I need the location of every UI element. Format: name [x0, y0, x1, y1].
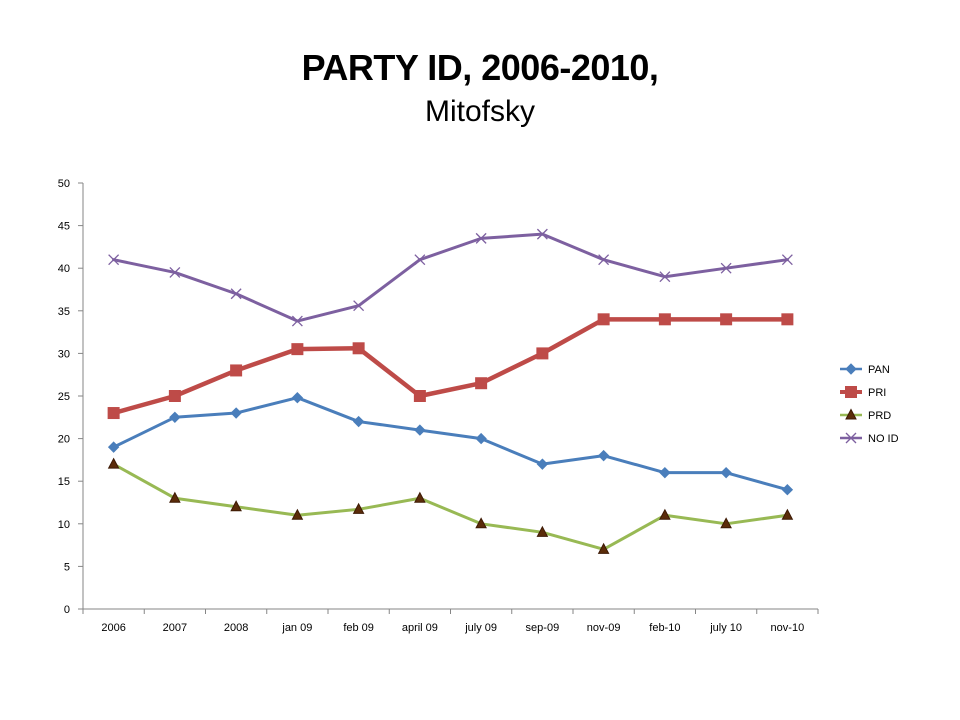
- y-tick-label: 10: [58, 519, 70, 531]
- y-tick-label: 30: [58, 348, 70, 360]
- data-point-pan: [781, 484, 794, 496]
- data-point-no-id: [108, 254, 120, 266]
- legend-label: PRI: [868, 387, 886, 399]
- x-tick-label: 2007: [163, 622, 187, 634]
- y-tick-label: 35: [58, 306, 70, 318]
- data-point-no-id: [720, 262, 732, 274]
- data-point-pri: [658, 313, 671, 326]
- y-tick-label: 25: [58, 391, 70, 403]
- data-point-no-id: [598, 254, 610, 266]
- x-tick-label: july 09: [464, 622, 497, 634]
- data-point-pan: [659, 466, 671, 479]
- legend-marker: [845, 363, 857, 375]
- data-point-no-id: [414, 254, 426, 266]
- legend-label: NO ID: [868, 433, 899, 445]
- data-point-no-id: [230, 288, 242, 300]
- data-point-pri: [536, 347, 549, 360]
- y-tick-label: 0: [64, 604, 70, 616]
- y-tick-label: 45: [58, 221, 70, 233]
- legend-label: PRD: [868, 410, 891, 422]
- data-point-pri: [291, 343, 304, 356]
- data-point-no-id: [659, 271, 671, 283]
- data-point-prd: [597, 542, 610, 554]
- data-point-prd: [475, 517, 487, 529]
- data-point-prd: [659, 508, 671, 520]
- data-point-prd: [781, 508, 794, 520]
- chart-series: [107, 228, 794, 554]
- y-tick-label: 5: [64, 561, 70, 573]
- data-point-pan: [352, 415, 365, 428]
- data-point-pan: [107, 441, 120, 453]
- data-point-prd: [230, 500, 242, 512]
- data-point-pan: [169, 411, 181, 424]
- x-tick-label: april 09: [402, 622, 438, 634]
- data-point-no-id: [781, 254, 793, 266]
- data-point-pri: [781, 313, 794, 326]
- data-point-prd: [720, 517, 732, 529]
- data-point-pan: [720, 466, 732, 479]
- chart-axes: 0 5 10 15 20 25 30 35 40 45 50 2006 2007 2008 jan 09 fe…: [58, 178, 819, 634]
- x-tick-label: july 10: [709, 622, 742, 634]
- legend-marker: [845, 386, 857, 398]
- data-point-no-id: [169, 267, 181, 278]
- data-point-prd: [352, 502, 365, 514]
- series-pri: [107, 313, 794, 420]
- x-tick-label: feb 09: [343, 622, 374, 634]
- x-tick-label: sep-09: [526, 622, 560, 634]
- data-point-pri: [413, 390, 426, 402]
- chart-title-block: PARTY ID, 2006-2010, Mitofsky: [0, 44, 960, 132]
- data-point-no-id: [291, 315, 303, 327]
- chart-title: PARTY ID, 2006-2010,: [301, 47, 659, 88]
- series-line-prd: [112, 462, 789, 551]
- x-tick-label: nov-09: [587, 622, 621, 634]
- data-point-no-id: [353, 300, 365, 312]
- legend-item-prd: PRD: [840, 408, 891, 422]
- legend-marker: [845, 408, 857, 420]
- y-tick-label: 15: [58, 476, 70, 488]
- x-tick-label: 2008: [224, 622, 248, 634]
- y-tick-label: 40: [58, 263, 70, 275]
- series-pan: [107, 391, 794, 496]
- data-point-pan: [536, 458, 549, 470]
- data-point-pri: [352, 342, 365, 355]
- data-point-pri: [720, 313, 733, 326]
- legend-marker: [845, 432, 857, 444]
- data-point-pan: [597, 449, 610, 462]
- series-line-pan: [112, 396, 789, 492]
- data-point-pri: [597, 313, 610, 326]
- data-point-prd: [414, 491, 426, 503]
- y-tick-label: 50: [58, 178, 70, 190]
- data-point-prd: [107, 457, 120, 469]
- data-point-no-id: [536, 228, 548, 240]
- x-tick-label: jan 09: [281, 622, 312, 634]
- y-tick-label: 20: [58, 434, 70, 446]
- legend-item-no-id: NO ID: [840, 432, 899, 445]
- series-prd: [107, 457, 794, 554]
- data-point-no-id: [475, 232, 487, 244]
- legend-label: PAN: [868, 364, 890, 376]
- data-point-pan: [414, 424, 426, 436]
- series-line-no-id: [112, 232, 789, 323]
- data-point-pan: [291, 391, 304, 404]
- data-point-pri: [107, 407, 120, 420]
- chart-subtitle: Mitofsky: [424, 95, 535, 128]
- data-point-pri: [475, 377, 488, 390]
- x-tick-label: 2006: [101, 622, 125, 634]
- chart-legend: PAN PRI PRD NO ID: [840, 363, 899, 445]
- legend-item-pri: PRI: [840, 386, 886, 399]
- data-point-pri: [168, 390, 181, 402]
- data-point-prd: [536, 525, 549, 537]
- data-point-prd: [291, 508, 304, 520]
- x-tick-label: nov-10: [771, 622, 805, 634]
- data-point-pan: [475, 432, 487, 445]
- data-point-prd: [169, 491, 181, 503]
- data-point-pri: [230, 364, 243, 377]
- x-tick-label: feb-10: [649, 622, 680, 634]
- legend-item-pan: PAN: [840, 363, 890, 376]
- series-no-id: [108, 228, 793, 327]
- series-line-pri: [111, 317, 790, 416]
- data-point-pan: [230, 407, 242, 419]
